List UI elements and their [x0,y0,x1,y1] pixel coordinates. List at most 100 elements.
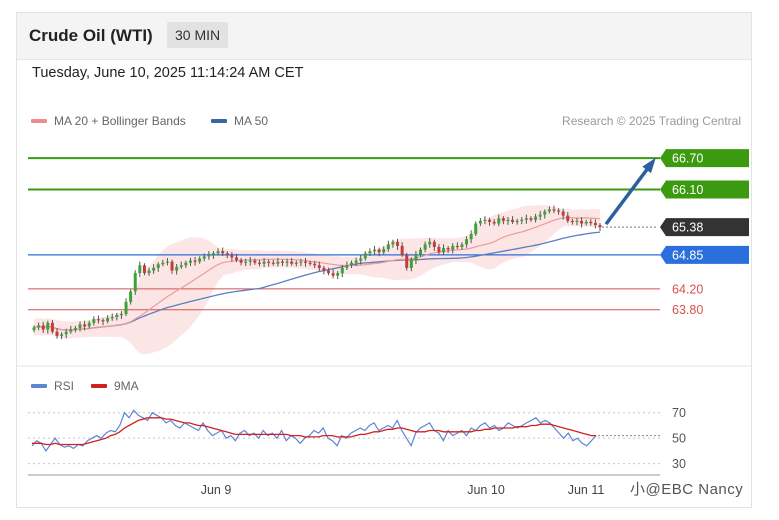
candle-body [460,244,464,247]
candle-body [511,219,515,222]
candle [437,244,441,255]
candle-body [221,251,225,254]
candle-body [106,318,110,322]
candle [156,262,160,272]
candle-body [400,245,404,255]
candle [423,241,427,253]
candle [534,213,538,223]
candle [276,257,280,267]
candle-body [110,317,114,319]
candle-body [138,265,142,274]
candle-body [566,215,570,221]
candle-body [598,225,602,228]
candle [64,328,68,339]
candle-body [488,219,492,222]
candle-body [396,241,400,246]
x-tick-label: Jun 9 [201,483,232,497]
rsi-tick-label: 70 [672,406,686,420]
candle-body [46,322,50,330]
candle [432,239,436,251]
candle-body [60,334,64,336]
candle [239,257,243,266]
candle [198,256,202,264]
candle-body [133,273,137,292]
candle [557,208,561,215]
candle [497,214,501,227]
candle [262,257,266,268]
candle-body [37,325,41,328]
candle-body [207,254,211,257]
candle-body [299,261,303,263]
level-label-4: 64.20 [672,282,703,296]
candle-body [32,327,36,331]
candle [350,260,354,269]
chart-header: Crude Oil (WTI) 30 MIN [17,13,751,60]
candle [101,318,105,326]
timeframe-badge[interactable]: 30 MIN [167,22,229,48]
candle [373,245,377,255]
candle-body [354,260,358,263]
candle [419,247,423,257]
candle-body [308,262,312,264]
candle-body [391,241,395,245]
candle-body [474,223,478,234]
candle [78,321,82,332]
candle [400,242,404,257]
candle-body [501,218,505,221]
candle [188,257,192,267]
candle [73,325,77,333]
candle-body [262,261,266,264]
candle [511,216,515,224]
candle-body [285,261,289,263]
candle-body [497,218,501,224]
candle-body [147,270,151,274]
level-label-0: 66.70 [672,152,703,166]
candle-body [230,254,234,258]
candle-body [506,219,510,222]
candle-body [331,273,335,276]
candle-body [327,270,330,274]
candle-body [455,245,459,248]
candle-body [368,251,372,254]
candle [133,270,137,295]
candle [492,219,496,226]
candle-body [267,261,271,263]
candle-body [165,261,169,263]
candle [267,259,271,267]
candle [32,325,36,333]
candle [46,320,50,334]
candle-body [593,222,597,226]
candle [87,320,91,329]
candle [515,218,519,225]
candle [359,254,363,265]
candle [253,258,257,265]
level-box-2 [660,218,749,237]
candle-body [432,241,436,247]
forecast-arrow-head [642,157,656,174]
candle [41,321,45,333]
candle-body [69,329,73,332]
candle [460,242,464,250]
candle-body [428,241,432,245]
candle-body [552,209,556,211]
candle [575,217,579,226]
candle-body [405,254,409,268]
candle [455,242,459,250]
candle [446,245,450,253]
rsi-swatch [31,384,47,388]
candle-body [465,239,469,245]
candle-body [304,261,307,263]
candle [363,251,367,261]
candle-body [96,319,100,321]
candle-body [557,210,561,212]
rsi-line [31,409,597,452]
candle [216,248,220,256]
candle [304,257,307,267]
candle-body [336,273,340,276]
candle-body [584,221,588,224]
candle-body [543,211,547,215]
candle-body [179,265,183,267]
level-label-3: 64.85 [672,248,703,262]
candle [248,256,252,266]
